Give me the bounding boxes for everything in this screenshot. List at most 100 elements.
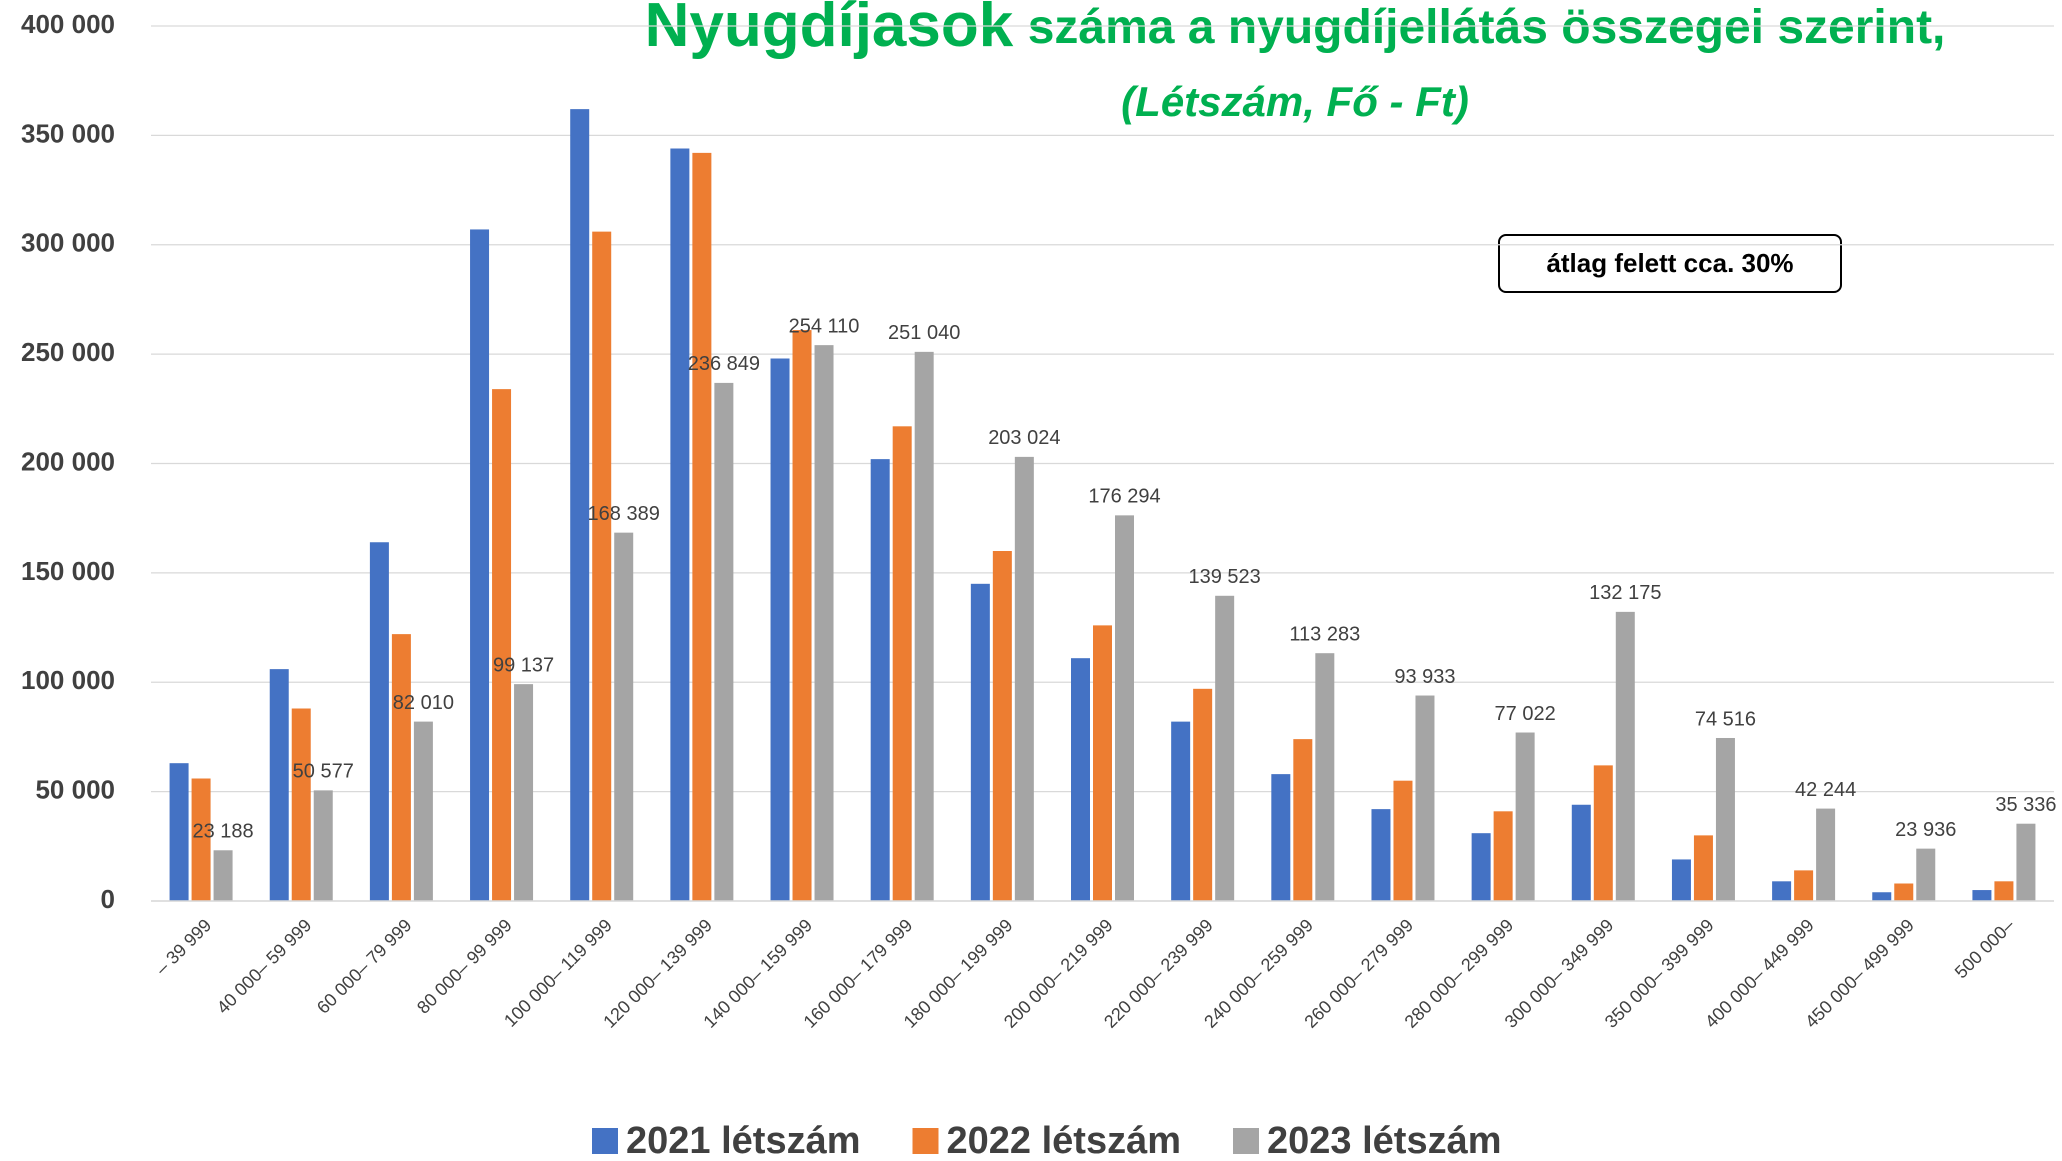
bar	[1093, 625, 1112, 901]
chart-title-rest: száma a nyugdíjellátás összegei szerint,	[1028, 1, 1946, 54]
y-tick-label: 100 000	[21, 665, 115, 695]
y-tick-label: 350 000	[21, 118, 115, 148]
bar	[1014, 456, 1034, 901]
x-tick-label: 40 000– 59 999	[213, 915, 316, 1018]
x-tick-label: 80 000– 99 999	[413, 915, 516, 1018]
bar	[770, 358, 790, 901]
bar	[291, 708, 311, 901]
data-label: 203 024	[988, 427, 1060, 449]
bar	[1115, 515, 1134, 901]
bar	[870, 459, 890, 901]
data-label: 236 849	[688, 353, 760, 375]
data-label: 254 110	[789, 315, 860, 337]
data-label: 42 244	[1795, 779, 1856, 801]
x-tick-label: 220 000– 239 999	[1100, 915, 1217, 1032]
x-tick-label: 240 000– 259 999	[1200, 915, 1317, 1032]
x-tick-label: 400 000– 449 999	[1701, 915, 1818, 1032]
x-tick-label: – 39 999	[152, 915, 216, 979]
x-tick-label: 140 000– 159 999	[699, 915, 816, 1032]
bar	[213, 850, 233, 901]
legend-swatch	[912, 1128, 939, 1154]
bar	[2016, 823, 2036, 901]
bar	[1415, 695, 1435, 901]
data-label: 113 283	[1289, 623, 1360, 645]
bar	[1671, 859, 1691, 901]
data-label: 50 577	[293, 761, 354, 783]
data-label: 132 175	[1589, 582, 1661, 604]
bar	[1894, 883, 1914, 901]
x-tick-label: 100 000– 119 999	[500, 915, 616, 1031]
bar	[1193, 688, 1213, 901]
data-label: 99 137	[493, 654, 554, 676]
bar	[1293, 739, 1313, 901]
x-tick-label: 200 000– 219 999	[1000, 915, 1117, 1032]
bar	[413, 721, 433, 901]
x-tick-label: 120 000– 139 999	[599, 915, 716, 1032]
data-label: 139 523	[1189, 566, 1261, 588]
bar	[1872, 892, 1892, 901]
y-tick-label: 300 000	[21, 228, 115, 258]
bar	[1772, 881, 1792, 901]
bar	[1972, 890, 1992, 901]
bar	[1471, 833, 1491, 901]
bar	[1571, 804, 1591, 901]
bar	[692, 152, 712, 901]
x-tick-label: 60 000– 79 999	[313, 915, 416, 1018]
legend-swatch	[592, 1128, 618, 1154]
annotation: átlag felett cca. 30%	[1546, 248, 1793, 278]
bar	[1693, 835, 1713, 901]
x-tick-label: 160 000– 179 999	[800, 915, 917, 1032]
bar	[1816, 808, 1836, 901]
bar	[191, 778, 211, 901]
legend-label: 2023 létszám	[1267, 1120, 1502, 1161]
x-tick-label: 300 000– 349 999	[1501, 915, 1618, 1032]
bar	[313, 790, 333, 901]
bar	[514, 684, 534, 901]
bar	[1593, 765, 1613, 901]
y-tick-label: 400 000	[21, 9, 115, 39]
bar	[369, 542, 389, 901]
bar	[1615, 611, 1635, 901]
bar	[1171, 721, 1191, 901]
data-label: 93 933	[1394, 666, 1455, 688]
data-label: 74 516	[1695, 708, 1756, 730]
bar	[1794, 870, 1814, 901]
bar	[914, 351, 934, 902]
data-label: 35 336	[1995, 794, 2056, 816]
bar	[670, 148, 690, 901]
x-tick-label: 260 000– 279 999	[1300, 915, 1417, 1032]
bar	[1715, 737, 1735, 901]
x-tick-label: 280 000– 299 999	[1401, 915, 1518, 1032]
bar	[592, 231, 612, 901]
y-tick-label: 150 000	[21, 556, 115, 586]
data-label: 77 022	[1495, 703, 1556, 725]
annotation-box	[1498, 234, 1842, 293]
bar	[1371, 809, 1391, 901]
data-label: 168 389	[588, 503, 660, 525]
bar	[391, 634, 411, 901]
y-tick-label: 50 000	[35, 775, 115, 805]
bar	[492, 389, 512, 901]
bar	[614, 532, 634, 901]
bar	[970, 583, 990, 901]
bar	[269, 669, 289, 901]
bar	[792, 330, 812, 901]
bar	[570, 109, 590, 901]
bar	[1515, 732, 1535, 901]
data-label: 251 040	[888, 322, 960, 344]
bar	[169, 763, 189, 901]
bar	[814, 345, 834, 901]
y-tick-label: 250 000	[21, 337, 115, 367]
data-label: 82 010	[393, 692, 454, 714]
x-tick-label: 180 000– 199 999	[900, 915, 1017, 1032]
y-tick-label: 200 000	[21, 446, 115, 476]
legend-label: 2022 létszám	[947, 1120, 1182, 1161]
y-tick-label: 0	[101, 884, 115, 914]
chart-title: Nyugdíjasok száma a nyugdíjellátás össze…	[645, 0, 1946, 60]
chart-title-lead: Nyugdíjasok	[645, 0, 1014, 60]
data-label: 176 294	[1088, 486, 1160, 508]
bar	[1994, 881, 2014, 901]
x-tick-label: 500 000–	[1951, 915, 2018, 982]
chart-subtitle: (Létszám, Fő - Ft)	[1121, 78, 1469, 125]
